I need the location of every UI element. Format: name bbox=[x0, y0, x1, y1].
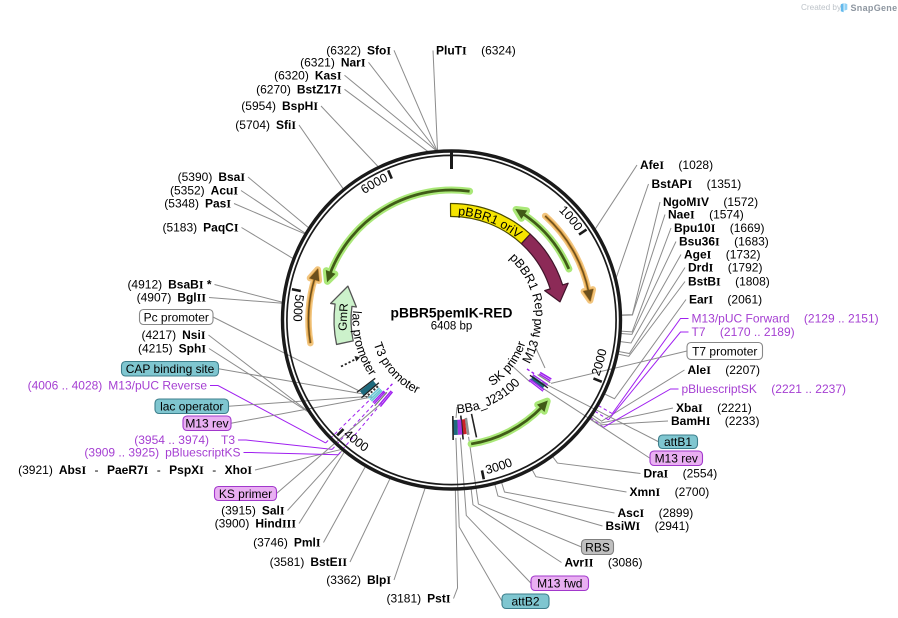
svg-text:T7 promoter: T7 promoter bbox=[692, 344, 757, 358]
svg-text:(6270) BstZ17I: (6270) BstZ17I bbox=[256, 82, 342, 96]
svg-text:NaeI (1574): NaeI (1574) bbox=[668, 208, 744, 222]
svg-text:M13 rev: M13 rev bbox=[185, 417, 228, 431]
svg-text:XmnI (2700): XmnI (2700) bbox=[630, 485, 710, 499]
svg-text:AleI (2207): AleI (2207) bbox=[688, 363, 760, 377]
svg-text:(5704) SfiI: (5704) SfiI bbox=[235, 118, 296, 132]
svg-text:(6321) NarI: (6321) NarI bbox=[300, 55, 366, 69]
svg-text:GmR: GmR bbox=[335, 303, 350, 331]
svg-text:BstBI (1808): BstBI (1808) bbox=[688, 275, 770, 289]
svg-text:(3746) PmlI: (3746) PmlI bbox=[253, 536, 321, 550]
svg-text:6408 bp: 6408 bp bbox=[431, 321, 473, 333]
svg-text:AscI (2899): AscI (2899) bbox=[618, 506, 694, 520]
svg-text:(5390) BsaI: (5390) BsaI bbox=[178, 170, 246, 184]
svg-text:(4215) SphI: (4215) SphI bbox=[138, 342, 206, 356]
svg-text:M13 fwd: M13 fwd bbox=[537, 577, 582, 591]
svg-text:DraI (2554): DraI (2554) bbox=[644, 467, 718, 481]
svg-text:BamHI (2233): BamHI (2233) bbox=[671, 414, 759, 428]
svg-text:attB2: attB2 bbox=[511, 595, 539, 609]
svg-text:NgoMIV (1572): NgoMIV (1572) bbox=[663, 195, 758, 209]
svg-text:Bpu10I (1669): Bpu10I (1669) bbox=[674, 221, 764, 235]
svg-text:(3181) PstI: (3181) PstI bbox=[386, 592, 450, 606]
svg-text:lac operator: lac operator bbox=[160, 400, 223, 414]
svg-text:BsiWI (2941): BsiWI (2941) bbox=[606, 519, 690, 533]
svg-text:AgeI (1732): AgeI (1732) bbox=[684, 248, 760, 262]
svg-text:5000: 5000 bbox=[290, 293, 306, 321]
svg-text:attB1: attB1 bbox=[664, 435, 692, 449]
svg-text:(4907) BglII: (4907) BglII bbox=[137, 291, 207, 305]
svg-text:RBS: RBS bbox=[585, 540, 610, 554]
svg-text:BstAPI (1351): BstAPI (1351) bbox=[652, 177, 742, 191]
svg-text:pBluescriptSK (2221 .. 2237): pBluescriptSK (2221 .. 2237) bbox=[682, 382, 847, 396]
svg-text:(3915) SalI: (3915) SalI bbox=[221, 504, 285, 518]
svg-text:M13/pUC Forward (2129 .. 215: M13/pUC Forward (2129 .. 2151) bbox=[692, 312, 879, 326]
svg-text:AfeI (1028): AfeI (1028) bbox=[640, 158, 713, 172]
svg-text:M13 rev: M13 rev bbox=[655, 452, 698, 466]
svg-text:(4912) BsaBI *: (4912) BsaBI * bbox=[127, 278, 211, 292]
svg-text:(5954) BspHI: (5954) BspHI bbox=[241, 99, 318, 113]
svg-text:T7 (2170 .. 2189): T7 (2170 .. 2189) bbox=[692, 325, 795, 339]
svg-text:(5183) PaqCI: (5183) PaqCI bbox=[162, 221, 238, 235]
svg-text:(5348) PasI: (5348) PasI bbox=[164, 197, 231, 211]
svg-text:(5352) AcuI: (5352) AcuI bbox=[170, 184, 238, 198]
svg-text:DrdI (1792): DrdI (1792) bbox=[688, 261, 762, 275]
svg-text:EarI (2061): EarI (2061) bbox=[689, 293, 762, 307]
svg-text:Bsu36I (1683): Bsu36I (1683) bbox=[679, 235, 769, 249]
svg-text:(3362) BlpI: (3362) BlpI bbox=[326, 573, 391, 587]
svg-text:AvrII (3086): AvrII (3086) bbox=[565, 556, 643, 570]
svg-text:(6320) KasI: (6320) KasI bbox=[274, 68, 342, 82]
svg-text:(3954 .. 3974) T3: (3954 .. 3974) T3 bbox=[134, 433, 235, 447]
svg-text:(4006 .. 4028) M13/pUC Reverse: (4006 .. 4028) M13/pUC Reverse bbox=[28, 379, 208, 393]
svg-text:SnapGene: SnapGene bbox=[851, 3, 898, 13]
svg-text:CAP binding site: CAP binding site bbox=[126, 362, 215, 376]
svg-text:XbaI (2221): XbaI (2221) bbox=[676, 401, 752, 415]
svg-text:pBBR5pemIK-RED: pBBR5pemIK-RED bbox=[391, 306, 513, 321]
svg-text:(4217) NsiI: (4217) NsiI bbox=[141, 328, 205, 342]
svg-text:KS primer: KS primer bbox=[219, 487, 272, 501]
svg-text:PluTI (6324): PluTI (6324) bbox=[436, 44, 516, 58]
svg-text:(3581) BstEII: (3581) BstEII bbox=[270, 555, 348, 569]
svg-text:Created by: Created by bbox=[801, 3, 842, 12]
svg-text:(3900) HindIII: (3900) HindIII bbox=[215, 517, 297, 531]
svg-text:(6322) SfoI: (6322) SfoI bbox=[326, 43, 391, 57]
svg-text:Pc promoter: Pc promoter bbox=[144, 310, 209, 324]
svg-text:(3909 .. 3925) pBluescriptKS: (3909 .. 3925) pBluescriptKS bbox=[84, 446, 240, 460]
svg-text:(3921) AbsI - PaeR7I - Psp: (3921) AbsI - PaeR7I - PspXI - XhoI bbox=[18, 463, 252, 477]
